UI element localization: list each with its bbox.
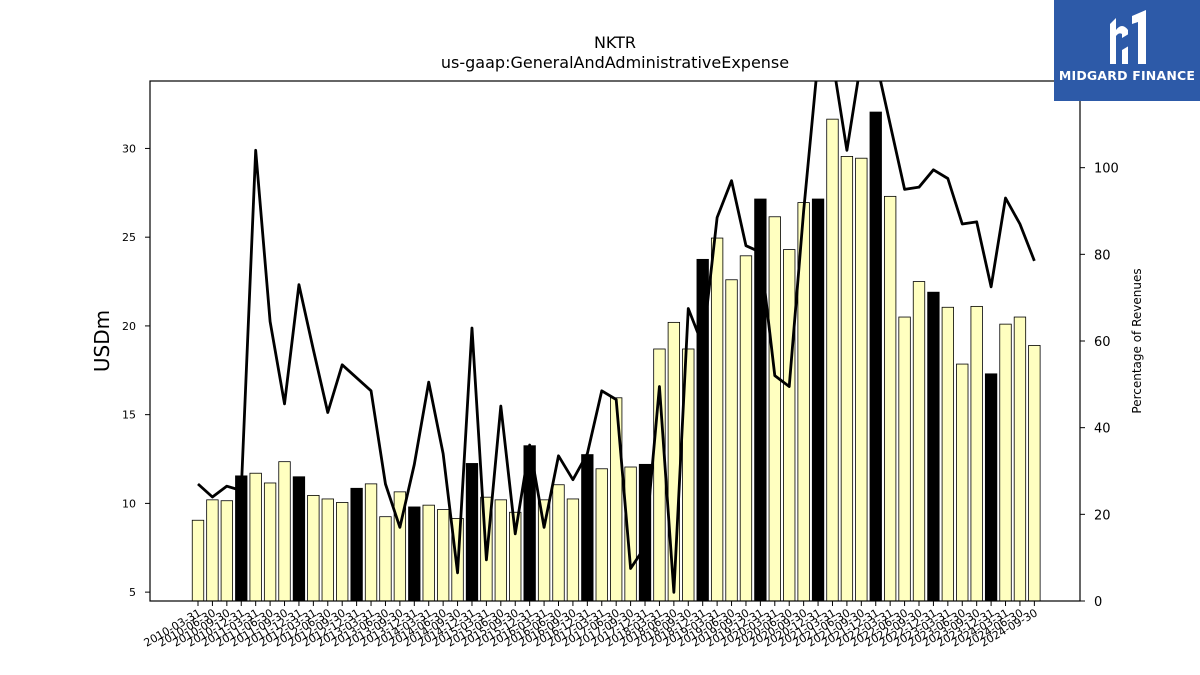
bar-2024-03-31 [999,323,1012,602]
bar-2022-12-31 [927,291,940,602]
bar-2010-03-31 [191,519,205,602]
bars-group [191,111,1041,602]
bar-2013-03-31 [364,483,378,602]
chart-title: NKTR [594,33,636,52]
bar-2011-06-30 [263,482,277,602]
midgard-finance-logo: MIDGARD FINANCE [1054,0,1200,101]
bar-2011-03-31 [249,472,262,602]
bar-2021-06-30 [840,156,854,602]
y2-tick-label: 0 [1094,595,1102,610]
bar-2024-06-30 [1013,316,1027,602]
midgard-m-icon [1110,10,1146,64]
line-group [197,81,1036,594]
y-tick-label: 20 [122,320,136,333]
y-tick-label: 25 [122,231,136,244]
bar-2021-09-30 [855,157,868,602]
bar-2024-09-30 [1028,345,1041,602]
bar-2023-12-31 [984,373,998,602]
bar-2020-03-31 [768,216,781,602]
bar-2021-03-31 [826,118,839,602]
bar-2018-06-30 [667,321,681,602]
bar-2022-06-30 [898,316,911,602]
bar-2019-09-30 [739,255,753,602]
bar-2013-06-30 [379,516,392,602]
bar-2012-06-30 [321,498,334,602]
y2-tick-label: 80 [1094,248,1111,263]
bar-2010-06-30 [206,499,219,602]
bar-2010-12-31 [235,475,248,602]
bar-2022-09-30 [912,281,926,602]
bar-2022-03-31 [884,195,897,602]
y-tick-label: 5 [129,586,136,599]
bar-2012-09-30 [336,502,349,602]
bar-2015-06-30 [494,499,507,602]
bar-2013-12-31 [408,506,421,602]
bar-2012-12-31 [350,487,363,602]
y-axis-label: USDm [90,310,114,372]
bar-2014-03-31 [422,504,435,602]
chart-subtitle: us-gaap:GeneralAndAdministrativeExpense [441,53,789,72]
bar-2023-09-30 [970,305,983,602]
y2-tick-label: 100 [1094,162,1119,177]
bar-2020-12-31 [811,198,825,602]
bar-2019-03-31 [710,237,724,602]
bar-2016-06-30 [552,484,565,602]
bar-2021-12-31 [869,111,882,602]
bar-2019-06-30 [725,279,738,602]
bar-2016-09-30 [566,498,580,602]
y-tick-label: 15 [122,409,136,422]
y2-axis-label: Percentage of Revenues [1130,268,1144,413]
y-axis-right: 0 20 40 60 80 100 [1080,162,1119,610]
bar-2017-06-30 [610,397,623,602]
y-tick-label: 30 [122,142,136,155]
series-line [197,81,1036,594]
x-axis: 2010-03-312010-06-302010-09-302010-12-31… [142,601,1040,650]
bar-2020-06-30 [783,249,796,602]
bar-2011-12-31 [292,476,306,602]
y2-tick-label: 40 [1094,422,1111,437]
y2-tick-label: 60 [1094,335,1111,350]
logo-text: MIDGARD FINANCE [1058,68,1196,83]
bar-2016-03-31 [537,499,551,602]
bar-2012-03-31 [307,494,320,602]
bar-2017-03-31 [595,468,608,602]
bar-2014-12-31 [465,463,479,602]
bar-2023-06-30 [956,363,969,602]
bar-2014-06-30 [436,509,450,602]
bar-2016-12-31 [581,454,594,602]
bar-2010-09-30 [220,500,233,602]
y-axis-left: 5 10 15 20 25 30 [122,142,150,599]
bar-2023-03-31 [941,306,954,602]
bar-2011-09-30 [278,461,291,602]
y2-tick-label: 20 [1094,508,1111,523]
y-tick-label: 10 [122,497,136,510]
